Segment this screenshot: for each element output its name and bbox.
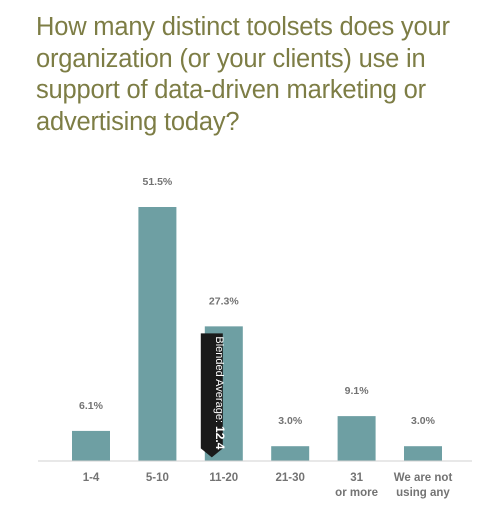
value-label-4: 9.1% [345,385,370,397]
bar-5 [404,446,442,461]
bar-3 [271,446,310,461]
bar-0 [72,430,110,461]
bar-1 [138,207,177,461]
bars-group [72,207,442,461]
blended-average-label: Blended Average: 12.4 [213,336,227,449]
category-label-2: 11-20 [209,472,238,484]
blended-average-value: 12.4 [213,426,227,450]
value-label-3: 3.0% [278,415,303,427]
category-label-4: 31 or more [335,472,378,499]
chart-title: How many distinct toolsets does your org… [36,13,450,136]
value-label-2: 27.3% [209,295,239,307]
value-labels-group: 6.1% 51.5% 27.3% 3.0% 9.1% 3.0% [79,176,436,427]
value-label-0: 6.1% [79,400,104,412]
value-label-5: 3.0% [411,415,436,427]
blended-average-callout: Blended Average: 12.4 [200,333,227,458]
category-label-5: We are not using any [394,472,453,499]
category-labels-group: 1-4 5-10 11-20 21-30 31 or more We are not usin… [83,472,453,499]
callout-marker [200,333,223,458]
value-label-1: 51.5% [143,176,173,188]
category-label-1: 5-10 [146,472,169,484]
category-label-3: 21-30 [275,472,304,484]
category-label-0: 1-4 [83,472,100,484]
bar-4 [337,416,376,461]
